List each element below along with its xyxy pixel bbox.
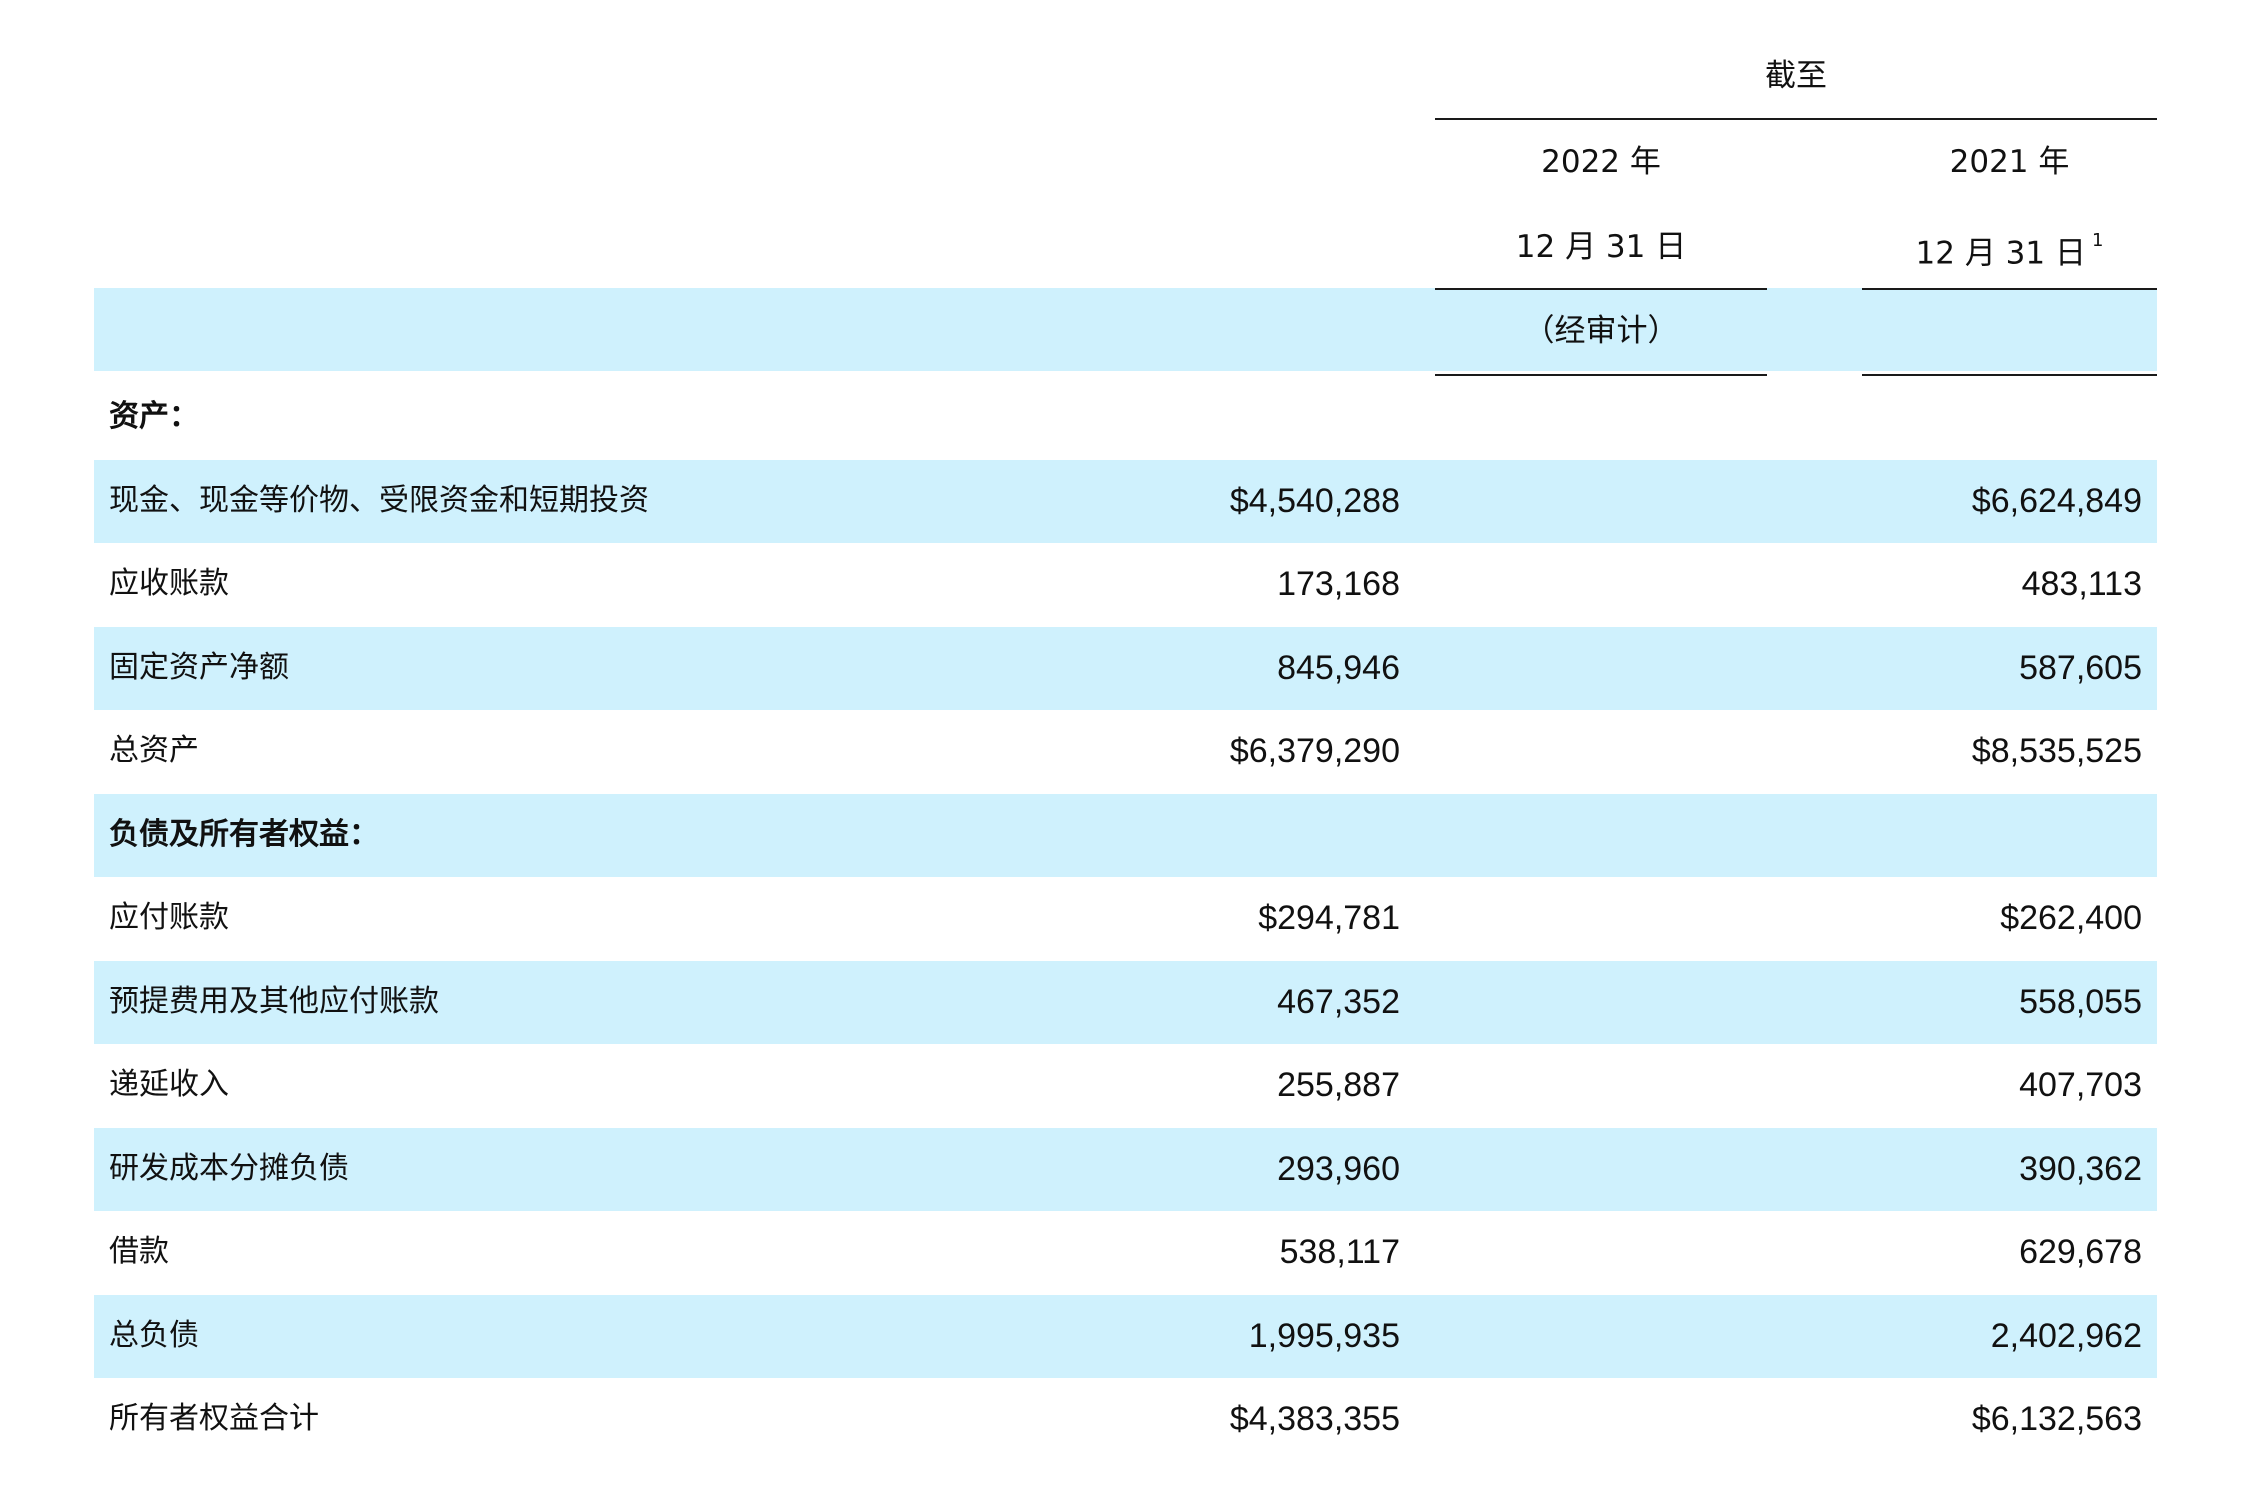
row-label: 所有者权益合计	[109, 1401, 319, 1436]
row-label: 预提费用及其他应付账款	[109, 984, 439, 1019]
value-2021: $262,400	[2000, 899, 2142, 937]
value-2021: 558,055	[2019, 983, 2142, 1021]
table-row: 总资产 $6,379,290 $8,535,525	[94, 710, 2157, 793]
col-2021-audited-rule	[1862, 374, 2157, 376]
section-label: 资产：	[109, 399, 199, 434]
row-label: 借款	[109, 1234, 169, 1269]
col-2022-audited-rule	[1435, 374, 1767, 376]
value-2022: 255,887	[1277, 1066, 1400, 1104]
as-of-rule	[1435, 118, 2157, 120]
table-row: 现金、现金等价物、受限资金和短期投资 $4,540,288 $6,624,849	[94, 460, 2157, 543]
row-band	[94, 794, 2157, 877]
col-2021-date: 12 月 31 日	[1915, 235, 2086, 272]
row-band	[94, 1128, 2157, 1211]
value-2022: $294,781	[1258, 899, 1400, 937]
section-label: 负债及所有者权益：	[109, 817, 379, 852]
col-2022-date: 12 月 31 日	[1515, 229, 1687, 265]
row-label: 总资产	[109, 733, 199, 768]
value-2021: $6,624,849	[1971, 482, 2142, 520]
row-band	[94, 1295, 2157, 1378]
row-label: 固定资产净额	[109, 650, 289, 685]
row-label: 递延收入	[109, 1067, 229, 1102]
row-label: 研发成本分摊负债	[109, 1151, 349, 1186]
row-band	[94, 460, 2157, 543]
col-2022-year: 2022 年	[1541, 144, 1661, 180]
value-2022: 293,960	[1277, 1150, 1400, 1188]
table-row: 应付账款 $294,781 $262,400	[94, 877, 2157, 960]
as-of-heading: 截至	[1765, 58, 1827, 94]
col-2021-date-rule	[1862, 288, 2157, 290]
value-2022: $4,383,355	[1229, 1400, 1400, 1438]
value-2022: 1,995,935	[1248, 1317, 1400, 1355]
table-row: 预提费用及其他应付账款 467,352 558,055	[94, 961, 2157, 1044]
value-2021: $6,132,563	[1971, 1400, 2142, 1438]
value-2022: 538,117	[1279, 1233, 1400, 1271]
table-row: 递延收入 255,887 407,703	[94, 1044, 2157, 1127]
table-row: 固定资产净额 845,946 587,605	[94, 627, 2157, 710]
table-row: 总负债 1,995,935 2,402,962	[94, 1295, 2157, 1378]
value-2021: 407,703	[2019, 1066, 2142, 1104]
value-2022: 173,168	[1277, 565, 1400, 603]
table-row: 借款 538,117 629,678	[94, 1211, 2157, 1294]
value-2021: 2,402,962	[1990, 1317, 2142, 1355]
table-row: 所有者权益合计 $4,383,355 $6,132,563	[94, 1378, 2157, 1461]
section-header-row: 资产：	[94, 376, 2157, 459]
row-label: 现金、现金等价物、受限资金和短期投资	[109, 483, 649, 518]
table-row: 研发成本分摊负债 293,960 390,362	[94, 1128, 2157, 1211]
value-2022: 845,946	[1277, 649, 1400, 687]
value-2021: 390,362	[2019, 1150, 2142, 1188]
value-2022: $4,540,288	[1229, 482, 1400, 520]
row-label: 总负债	[109, 1318, 199, 1353]
value-2021: $8,535,525	[1971, 732, 2142, 770]
row-label: 应付账款	[109, 900, 229, 935]
value-2021: 483,113	[2021, 565, 2142, 603]
section-header-row: 负债及所有者权益：	[94, 794, 2157, 877]
header-band	[94, 288, 2157, 371]
value-2022: 467,352	[1277, 983, 1400, 1021]
value-2021: 587,605	[2019, 649, 2142, 687]
col-2021-year: 2021 年	[1949, 144, 2070, 180]
value-2021: 629,678	[2019, 1233, 2142, 1271]
value-2022: $6,379,290	[1229, 732, 1400, 770]
col-2022-date-rule	[1435, 288, 1767, 290]
row-band	[94, 961, 2157, 1044]
col-2022-audited-note: （经审计）	[1523, 313, 1679, 349]
table-row: 应收账款 173,168 483,113	[94, 543, 2157, 626]
footnote-marker: 1	[2092, 230, 2104, 251]
row-label: 应收账款	[109, 566, 229, 601]
row-band	[94, 627, 2157, 710]
col-2021-date-wrap: 12 月 31 日 1	[1862, 227, 2157, 273]
